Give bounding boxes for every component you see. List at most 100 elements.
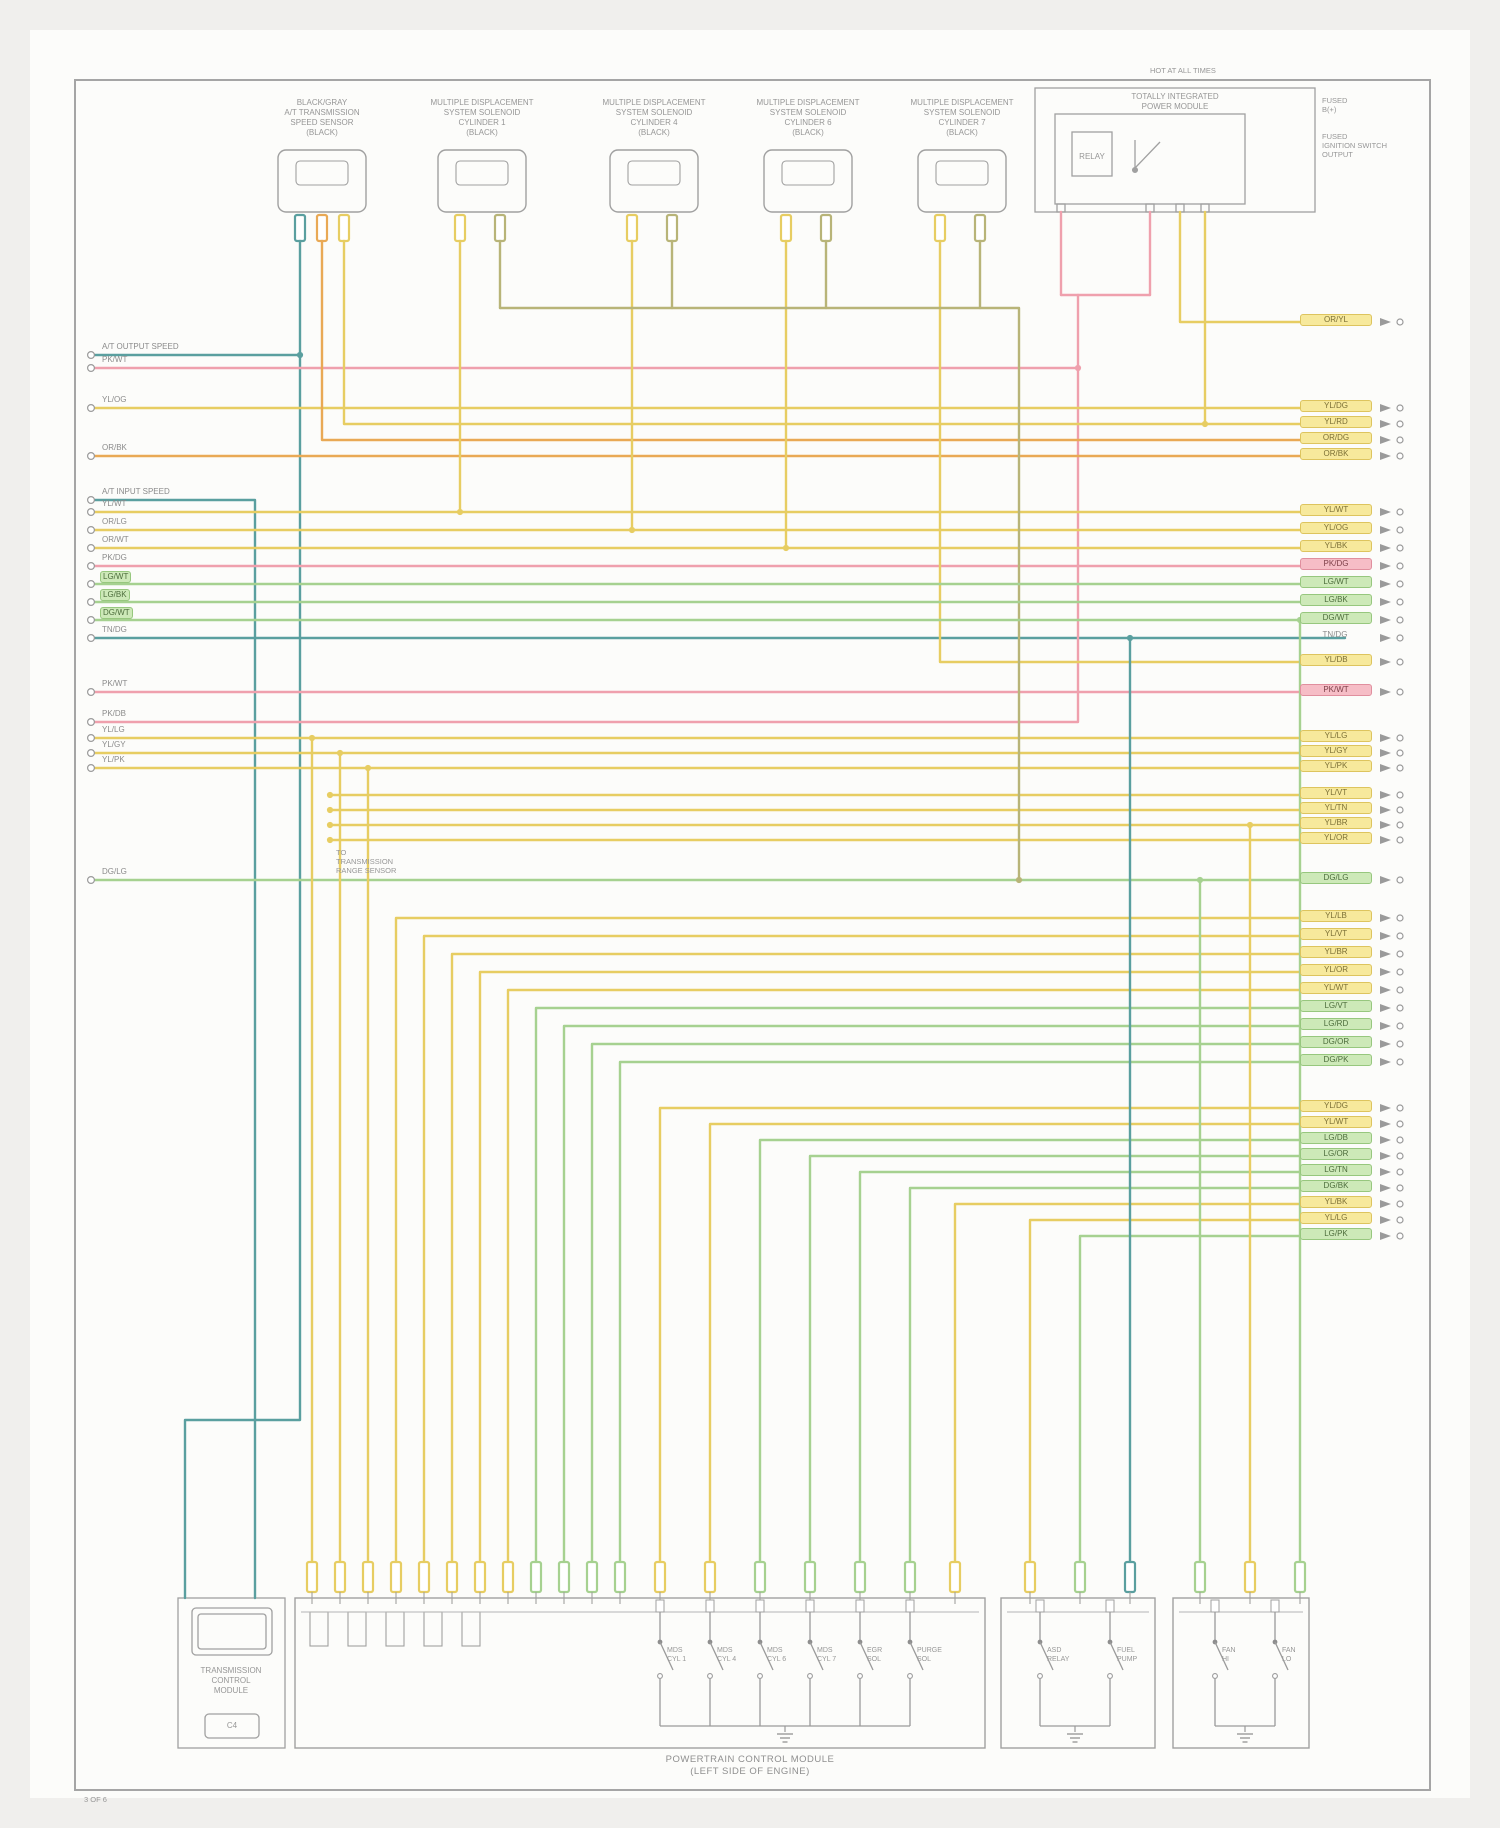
wire-yellow xyxy=(708,1122,1347,1564)
switch-label: HI xyxy=(1222,1656,1229,1663)
right-arrow-icon xyxy=(1380,1104,1391,1112)
right-terminal xyxy=(1396,404,1404,412)
right-terminal xyxy=(1396,452,1404,460)
right-wire-label: DG/BK xyxy=(1300,1180,1372,1192)
page-border xyxy=(74,79,1431,1791)
switch-label: EGR xyxy=(867,1647,883,1654)
right-wire-label: YL/LG xyxy=(1300,730,1372,742)
junction-dot xyxy=(782,544,790,552)
switch-label: ASD xyxy=(1047,1647,1062,1654)
right-wire-label: YL/BR xyxy=(1300,817,1372,829)
right-arrow-icon xyxy=(1380,1232,1391,1240)
right-wire-label: DG/PK xyxy=(1300,1054,1372,1066)
connector-inner xyxy=(781,160,835,186)
fused-b-label-2: B(+) xyxy=(1322,105,1337,114)
switch-contact xyxy=(1037,1673,1043,1679)
component-label: MULTIPLE DISPLACEMENT xyxy=(756,98,860,107)
component-label: CYLINDER 7 xyxy=(938,118,986,127)
connector-outline xyxy=(277,149,367,213)
right-terminal xyxy=(1396,734,1404,742)
relay-coil xyxy=(1071,131,1113,177)
right-terminal xyxy=(1396,950,1404,958)
switch-contact xyxy=(657,1673,663,1679)
switch-label: SOL xyxy=(917,1656,932,1663)
switch-label: CYL 4 xyxy=(717,1656,737,1663)
right-wire-label: YL/WT xyxy=(1300,504,1372,516)
right-terminal xyxy=(1396,1216,1404,1224)
wire-yellow xyxy=(1178,210,1347,324)
right-terminal xyxy=(1396,764,1404,772)
left-terminal xyxy=(86,452,95,461)
right-arrow-icon xyxy=(1380,876,1391,884)
switch-contact xyxy=(1272,1673,1278,1679)
power-module-title-1: TOTALLY INTEGRATED xyxy=(1131,92,1219,101)
right-arrow-icon xyxy=(1380,986,1391,994)
right-terminal xyxy=(1396,1022,1404,1030)
left-wire-label: LG/WT xyxy=(100,571,132,583)
component-label: MULTIPLE DISPLACEMENT xyxy=(910,98,1014,107)
component-label: CYLINDER 4 xyxy=(630,118,678,127)
switch-label: MDS xyxy=(767,1647,783,1654)
connector-inner xyxy=(935,160,989,186)
right-terminal xyxy=(1396,1004,1404,1012)
wire-green xyxy=(562,1024,1347,1564)
right-terminal xyxy=(1396,688,1404,696)
wire-yellow xyxy=(953,1202,1347,1564)
wire-yellow xyxy=(342,239,1347,426)
right-wire-label: LG/PK xyxy=(1300,1228,1372,1240)
right-arrow-icon xyxy=(1380,436,1391,444)
right-arrow-icon xyxy=(1380,968,1391,976)
switch-contact xyxy=(857,1673,863,1679)
right-arrow-icon xyxy=(1380,1168,1391,1176)
switch-blade xyxy=(1214,1641,1229,1671)
paper-sheet xyxy=(30,30,1470,1798)
right-terminal xyxy=(1396,658,1404,666)
junction-dot xyxy=(456,508,464,516)
wire-teal xyxy=(93,498,257,1600)
fused-ign-label-2: IGNITION SWITCH xyxy=(1322,141,1387,150)
right-wire-label: DG/OR xyxy=(1300,1036,1372,1048)
switch-blade xyxy=(859,1641,874,1671)
right-terminal xyxy=(1396,544,1404,552)
tcm-outline xyxy=(177,1597,286,1749)
right-wire-label: LG/WT xyxy=(1300,576,1372,588)
right-arrow-icon xyxy=(1380,1200,1391,1208)
switch-contact xyxy=(757,1673,763,1679)
power-module-box xyxy=(1034,87,1316,213)
right-terminal xyxy=(1396,420,1404,428)
right-terminal xyxy=(1396,932,1404,940)
component-label: CYLINDER 1 xyxy=(458,118,506,127)
switch-label: RELAY xyxy=(1047,1656,1070,1663)
left-wire-label: DG/WT xyxy=(100,607,133,619)
right-arrow-icon xyxy=(1380,806,1391,814)
right-terminal xyxy=(1396,968,1404,976)
right-wire-label: YL/DG xyxy=(1300,400,1372,412)
connector-inner xyxy=(455,160,509,186)
right-wire-label: LG/DB xyxy=(1300,1132,1372,1144)
right-wire-label: YL/DB xyxy=(1300,654,1372,666)
switch-label: CYL 6 xyxy=(767,1656,787,1663)
wire-green xyxy=(618,1060,1347,1564)
right-wire-label: OR/DG xyxy=(1300,432,1372,444)
switch-label: SOL xyxy=(867,1656,882,1663)
fused-ign-label-3: OUTPUT xyxy=(1322,150,1353,159)
component-label: SPEED SENSOR xyxy=(290,118,354,127)
switch-label: FAN xyxy=(1282,1647,1296,1654)
right-terminal xyxy=(1396,580,1404,588)
pcm-title-line-1: POWERTRAIN CONTROL MODULE xyxy=(665,1754,835,1765)
left-wire-label: YL/OG xyxy=(102,395,127,404)
left-terminal xyxy=(86,875,95,884)
right-arrow-icon xyxy=(1380,598,1391,606)
right-arrow-icon xyxy=(1380,658,1391,666)
junction-dot xyxy=(296,351,304,359)
switch-contact xyxy=(907,1673,913,1679)
wire-green xyxy=(758,1138,1347,1564)
left-terminal xyxy=(86,733,95,742)
left-wire-label: PK/WT xyxy=(102,679,128,688)
junction-dot xyxy=(628,526,636,534)
right-terminal xyxy=(1396,616,1404,624)
relay-contact-dot xyxy=(1131,166,1139,174)
right-terminal xyxy=(1396,1058,1404,1066)
switch-blade xyxy=(659,1641,674,1671)
right-wire-label: OR/BK xyxy=(1300,448,1372,460)
